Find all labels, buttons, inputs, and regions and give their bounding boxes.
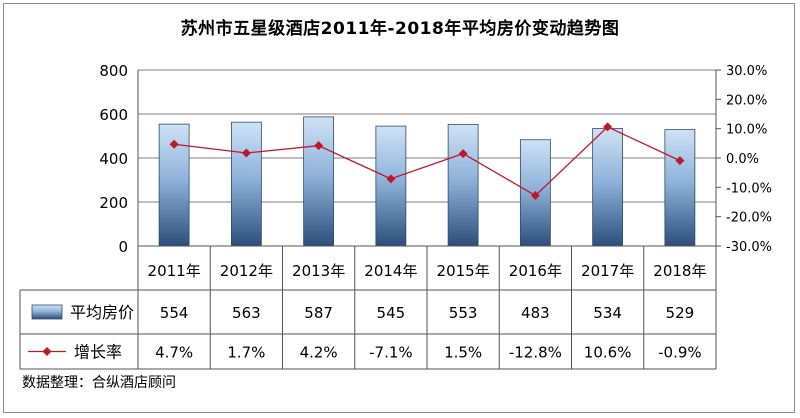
table-value: 553 [449, 304, 478, 322]
x-category-label: 2015年 [437, 262, 490, 280]
x-category-label: 2016年 [509, 262, 562, 280]
table-rate: 4.2% [300, 344, 338, 362]
table-rate: -7.1% [369, 344, 413, 362]
gridlines [138, 69, 716, 203]
axes: 0 200 400 600 800 -30.0% -20.0% -10.0% 0.0% 10.0%… [99, 62, 772, 256]
rate-point [530, 191, 540, 201]
legend-bar-label: 平均房价 [70, 303, 134, 322]
y-right-tick-label: -30.0% [726, 240, 772, 255]
y-right-tick-label: 20.0% [726, 93, 767, 108]
table-value: 554 [160, 304, 189, 322]
y-right-tick-label: 0.0% [726, 152, 759, 167]
bar [664, 129, 696, 247]
table-value: 545 [377, 304, 406, 322]
rate-point [241, 148, 251, 158]
table-value: 483 [521, 304, 550, 322]
source-note: 数据整理：合纵酒店顾问 [22, 375, 176, 391]
rate-point [603, 122, 613, 132]
y-right-tick-label: -10.0% [726, 181, 772, 196]
x-category-label: 2011年 [148, 262, 201, 280]
x-category-label: 2013年 [292, 262, 345, 280]
table-value: 534 [593, 304, 622, 322]
table-rate: 4.7% [155, 344, 193, 362]
bar [375, 125, 407, 247]
rate-point [314, 141, 324, 151]
table-value: 587 [304, 304, 333, 322]
x-category-label: 2014年 [364, 262, 417, 280]
y-right-tick-label: 10.0% [726, 123, 767, 138]
y-left-tick-label: 400 [99, 150, 128, 168]
y-left-tick-label: 800 [99, 62, 128, 80]
table-value: 563 [232, 304, 261, 322]
legend-line-marker [42, 347, 52, 356]
rate-point [675, 156, 685, 166]
rate-point [169, 139, 179, 149]
legend-bar-swatch [31, 304, 63, 320]
y-left-tick-label: 600 [99, 106, 128, 124]
table-rate: -12.8% [509, 344, 562, 362]
rate-point [386, 174, 396, 184]
bar [230, 121, 262, 247]
table-rate: 10.6% [584, 344, 632, 362]
bar [447, 123, 479, 247]
table-rate: -0.9% [658, 344, 702, 362]
y-right-tick-label: -20.0% [726, 211, 772, 226]
rate-point [458, 149, 468, 159]
y-left-tick-label: 0 [118, 238, 128, 256]
x-category-label: 2017年 [581, 262, 634, 280]
y-left-tick-label: 200 [99, 194, 128, 212]
y-right-tick-label: 30.0% [726, 64, 767, 79]
legend-line-label: 增长率 [74, 343, 122, 362]
chart-title: 苏州市五星级酒店2011年-2018年平均房价变动趋势图 [180, 19, 620, 39]
table-value: 529 [666, 304, 695, 322]
rate-line [174, 126, 681, 197]
table-rate: 1.5% [444, 344, 482, 362]
bar [303, 116, 335, 247]
x-category-label: 2012年 [220, 262, 273, 280]
bar [592, 128, 624, 247]
data-table: 2011年 2012年 2013年 2014年 2015年 2016年 2017年 2018年… [19, 245, 717, 370]
bar-series [158, 116, 696, 247]
chart-frame [3, 3, 795, 413]
rate-series [169, 122, 685, 201]
table-rate: 1.7% [227, 344, 265, 362]
x-category-label: 2018年 [653, 262, 706, 280]
